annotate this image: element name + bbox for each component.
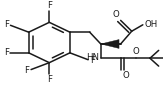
Text: F: F xyxy=(47,1,52,10)
Text: HN: HN xyxy=(86,53,99,62)
Text: F: F xyxy=(24,66,30,75)
Text: O: O xyxy=(132,47,139,56)
Text: F: F xyxy=(90,56,95,65)
Text: F: F xyxy=(47,75,52,84)
Text: O: O xyxy=(122,71,129,80)
Text: OH: OH xyxy=(144,20,158,29)
Text: F: F xyxy=(4,48,9,57)
Text: O: O xyxy=(112,10,119,19)
Polygon shape xyxy=(101,40,119,48)
Text: F: F xyxy=(4,20,9,29)
